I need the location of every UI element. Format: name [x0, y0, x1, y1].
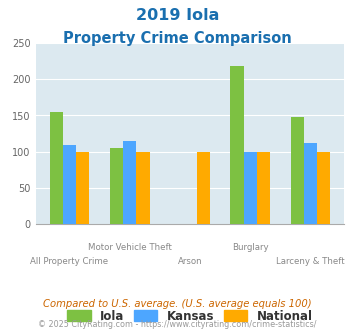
- Bar: [230, 66, 244, 224]
- Text: 2019 Iola: 2019 Iola: [136, 8, 219, 23]
- Bar: [50, 112, 63, 224]
- Legend: Iola, Kansas, National: Iola, Kansas, National: [62, 305, 318, 327]
- Bar: [317, 152, 330, 224]
- Bar: [197, 152, 210, 224]
- Bar: [123, 141, 136, 224]
- Bar: [63, 145, 76, 224]
- Text: Motor Vehicle Theft: Motor Vehicle Theft: [88, 243, 171, 251]
- Bar: [290, 117, 304, 224]
- Bar: [257, 152, 270, 224]
- Bar: [136, 152, 149, 224]
- Bar: [110, 148, 123, 224]
- Text: Property Crime Comparison: Property Crime Comparison: [63, 31, 292, 46]
- Text: Larceny & Theft: Larceny & Theft: [276, 257, 345, 266]
- Bar: [244, 152, 257, 224]
- Text: Arson: Arson: [178, 257, 202, 266]
- Bar: [76, 152, 89, 224]
- Text: Burglary: Burglary: [232, 243, 268, 251]
- Bar: [304, 143, 317, 224]
- Text: All Property Crime: All Property Crime: [31, 257, 109, 266]
- Text: Compared to U.S. average. (U.S. average equals 100): Compared to U.S. average. (U.S. average …: [43, 299, 312, 309]
- Text: © 2025 CityRating.com - https://www.cityrating.com/crime-statistics/: © 2025 CityRating.com - https://www.city…: [38, 320, 317, 329]
